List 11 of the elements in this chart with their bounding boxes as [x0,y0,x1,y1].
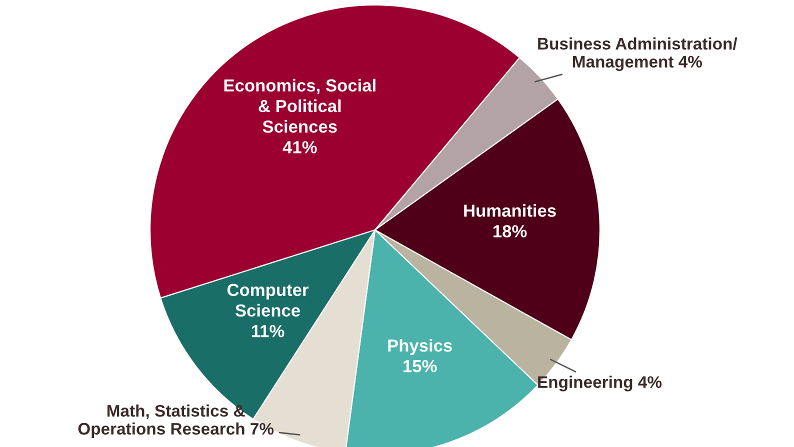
data-label: 18% [494,225,527,238]
slice-label: Engineering 4% [538,376,662,392]
slice-label: Economics, Social & Political Sciences [224,78,376,133]
slice-label: Math, Statistics & Operations Research 7% [78,404,274,438]
data-label: 41% [282,141,317,154]
slice-label: Physics [388,338,452,356]
slice-label: Business Administration/ Management 4% [538,37,738,71]
data-label: 11% [252,324,284,338]
slice-label: Computer Science [227,284,308,317]
slice-label: Humanities [464,204,556,217]
data-label: 15% [404,360,437,372]
